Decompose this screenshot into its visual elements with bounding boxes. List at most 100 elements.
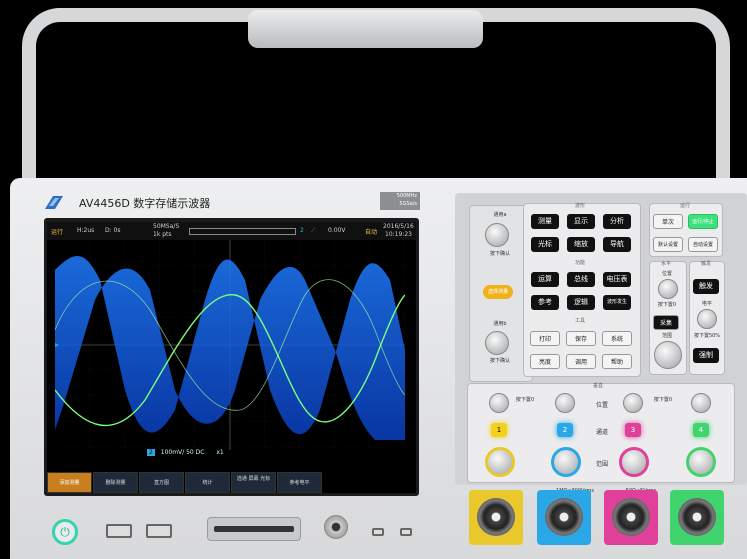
channel-label: 通道 bbox=[595, 429, 608, 436]
channel-setting: 100mV/ 50 DC bbox=[160, 449, 205, 456]
measure-button[interactable]: 测量 bbox=[531, 214, 559, 229]
trigger-channel: 2 bbox=[300, 227, 304, 234]
usb-port-2[interactable] bbox=[146, 524, 172, 538]
aux-port-2[interactable] bbox=[400, 528, 412, 536]
save-button[interactable]: 保存 bbox=[566, 331, 596, 346]
horizontal-scale: H:2us bbox=[77, 227, 95, 234]
horizontal-section-title: 水平 bbox=[661, 261, 672, 267]
run-status: 运行 bbox=[51, 229, 64, 236]
aux-bnc-connector[interactable] bbox=[324, 515, 348, 539]
softkey-statistics[interactable]: 统计 bbox=[185, 472, 230, 493]
trigger-level-knob[interactable] bbox=[697, 309, 717, 329]
print-button[interactable]: 打印 bbox=[530, 331, 560, 346]
trigger-button[interactable]: 触发 bbox=[693, 279, 719, 294]
date: 2016/5/16 bbox=[383, 223, 414, 230]
horizontal-range-label: 范围 bbox=[661, 333, 672, 339]
channel-info-bar: 2 100mV/ 50 DC x1 bbox=[147, 449, 277, 457]
vertical-section-title: 垂直 bbox=[593, 383, 604, 389]
general-a-label: 通用a bbox=[493, 212, 507, 218]
aux-port-1[interactable] bbox=[372, 528, 384, 536]
logic-button[interactable]: 逻辑 bbox=[567, 295, 595, 310]
memory-bar bbox=[189, 228, 296, 235]
waveform-display bbox=[55, 240, 405, 450]
card-slot[interactable] bbox=[207, 517, 301, 541]
ch2-range-knob[interactable] bbox=[551, 447, 581, 477]
analyze-button[interactable]: 分析 bbox=[603, 214, 631, 229]
auto-setup-button[interactable]: 自动设置 bbox=[688, 237, 718, 252]
horizontal-position-label: 位置 bbox=[661, 271, 672, 277]
single-button[interactable]: 单次 bbox=[653, 214, 683, 229]
run-stop-button[interactable]: 运行/停止 bbox=[688, 214, 718, 229]
channel-number-badge: 2 bbox=[147, 449, 155, 456]
ch4-position-knob[interactable] bbox=[691, 393, 711, 413]
force-trigger-button[interactable]: 强制 bbox=[693, 348, 719, 363]
ch3-position-knob[interactable] bbox=[623, 393, 643, 413]
display-button[interactable]: 显示 bbox=[567, 214, 595, 229]
reference-button[interactable]: 参考 bbox=[531, 295, 559, 310]
default-setup-button[interactable]: 默认设置 bbox=[653, 237, 683, 252]
handle-grip bbox=[248, 10, 483, 48]
ch1-position-knob[interactable] bbox=[489, 393, 509, 413]
zoom-button[interactable]: 缩放 bbox=[567, 237, 595, 252]
display-screen: 运行 H:2us D: 0s 50MSa/S 1k pts 2 ⟋ 0.00V … bbox=[47, 222, 416, 493]
waveform-section-title: 波形 bbox=[575, 203, 586, 209]
ch1-range-knob[interactable] bbox=[485, 447, 515, 477]
function-section-title: 功能 bbox=[575, 260, 586, 266]
ch1-button[interactable]: 1 bbox=[491, 423, 507, 437]
brand-logo-icon bbox=[45, 196, 63, 209]
ch4-input-bnc[interactable] bbox=[670, 490, 724, 545]
usb-port-1[interactable] bbox=[106, 524, 132, 538]
wavegen-button[interactable]: 波形发生 bbox=[603, 295, 631, 310]
acquire-button[interactable]: 采集 bbox=[653, 315, 679, 330]
recall-button[interactable]: 调用 bbox=[566, 354, 596, 369]
ch3-button[interactable]: 3 bbox=[625, 423, 641, 437]
general-b-knob[interactable] bbox=[485, 331, 509, 355]
softkey-histogram[interactable]: 直方图 bbox=[139, 472, 184, 493]
sample-rate: 50MSa/S bbox=[153, 223, 180, 230]
trigger-level: 0.00V bbox=[328, 227, 346, 234]
ch4-range-knob[interactable] bbox=[686, 447, 716, 477]
bus-button[interactable]: 总线 bbox=[567, 272, 595, 287]
softkey-delete-measurement[interactable]: 删除测量 bbox=[93, 472, 138, 493]
general-a-knob[interactable] bbox=[485, 223, 509, 247]
power-icon: ⏻ bbox=[60, 525, 70, 539]
ch4-button[interactable]: 4 bbox=[693, 423, 709, 437]
ch1-input-bnc[interactable] bbox=[469, 490, 523, 545]
tools-section-title: 工具 bbox=[575, 318, 586, 324]
softkey-gating[interactable]: 选通 屏幕 光标 bbox=[231, 472, 276, 493]
ch3-range-knob[interactable] bbox=[619, 447, 649, 477]
power-button[interactable]: ⏻ bbox=[52, 519, 78, 545]
vertical-range-label: 范围 bbox=[595, 461, 608, 468]
trigger-marker-icon bbox=[55, 343, 59, 347]
ch2-trace bbox=[55, 294, 405, 427]
brightness-button[interactable]: 亮度 bbox=[530, 354, 560, 369]
trigger-level-label: 电平 bbox=[701, 301, 712, 307]
trigger-section-title: 触发 bbox=[701, 261, 712, 267]
run-section-title: 运行 bbox=[680, 203, 691, 209]
menu-group bbox=[523, 203, 641, 377]
system-button[interactable]: 系统 bbox=[602, 331, 632, 346]
trigger-slope-icon: ⟋ bbox=[311, 227, 316, 234]
clock: 10:19:23 bbox=[385, 231, 412, 238]
voltmeter-button[interactable]: 电压表 bbox=[603, 272, 631, 287]
record-length: 1k pts bbox=[153, 231, 172, 238]
vertical-position-label: 位置 bbox=[595, 402, 608, 409]
cursor-button[interactable]: 光标 bbox=[531, 237, 559, 252]
select-measure-button[interactable]: 选择测量 bbox=[483, 285, 513, 299]
ch2-input-bnc[interactable] bbox=[537, 490, 591, 545]
ch3-input-bnc[interactable] bbox=[604, 490, 658, 545]
ch1-press-label: 按下置0 bbox=[515, 397, 535, 403]
navigate-button[interactable]: 导航 bbox=[603, 237, 631, 252]
math-button[interactable]: 运算 bbox=[531, 272, 559, 287]
model-title: AV4456D 数字存储示波器 bbox=[79, 197, 211, 210]
horizontal-range-knob[interactable] bbox=[654, 341, 682, 369]
help-button[interactable]: 帮助 bbox=[602, 354, 632, 369]
softkey-reference-level[interactable]: 参考电平 bbox=[277, 472, 322, 493]
ch2-position-knob[interactable] bbox=[555, 393, 575, 413]
status-bar: 运行 H:2us D: 0s 50MSa/S 1k pts 2 ⟋ 0.00V … bbox=[47, 222, 416, 240]
ch2-button[interactable]: 2 bbox=[557, 423, 573, 437]
trigger-mode: 自动 bbox=[365, 229, 378, 236]
softkey-add-measurement[interactable]: 添加测量 bbox=[47, 472, 92, 493]
control-panel: 通用a 按下确认 选择测量 通用b 按下确认 波形 测量 显示 分析 光标 缩放… bbox=[455, 193, 747, 485]
horizontal-position-knob[interactable] bbox=[658, 279, 678, 299]
